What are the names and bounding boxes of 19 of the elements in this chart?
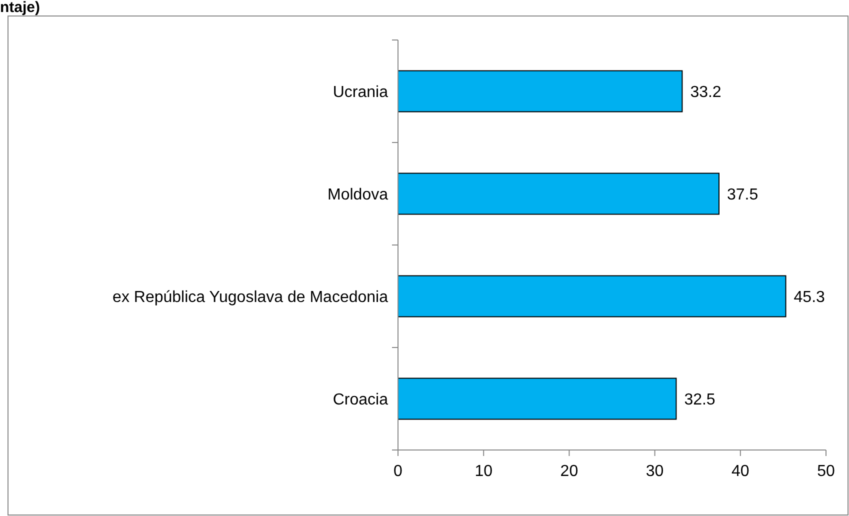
y-tick-label: Ucrania xyxy=(332,84,388,101)
y-tick-label: Moldova xyxy=(328,186,388,204)
x-tick-label: 30 xyxy=(646,463,664,480)
data-label: 45.3 xyxy=(794,288,826,306)
y-tick-label: Croacia xyxy=(332,391,388,408)
x-tick-label: 50 xyxy=(817,463,835,480)
text: ntaje) xyxy=(0,0,40,16)
y-tick-label: ex República Yugoslava de Macedonia xyxy=(112,288,388,306)
bar xyxy=(398,70,683,112)
x-tick-label: 20 xyxy=(560,463,578,480)
data-label: 33.2 xyxy=(690,84,722,101)
bar xyxy=(398,172,720,215)
data-label: 37.5 xyxy=(727,186,758,204)
bar xyxy=(398,378,677,420)
x-tick-label: 10 xyxy=(474,463,493,480)
bar xyxy=(398,275,786,318)
data-label: 32.5 xyxy=(684,391,716,408)
x-tick-label: 40 xyxy=(732,463,750,480)
x-tick-label: 0 xyxy=(394,463,403,480)
